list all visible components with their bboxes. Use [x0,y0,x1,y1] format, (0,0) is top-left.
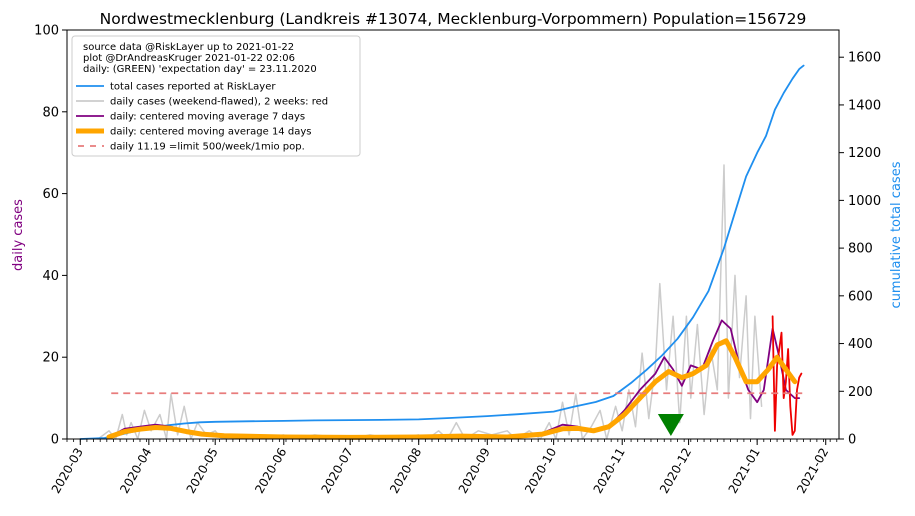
series-line [106,338,798,440]
y-axis-left: 0 20 40 60 80 100 [34,24,67,448]
y-right-tick-label: 400 [848,337,873,352]
y-right-tick-label: 1400 [848,98,881,113]
y-axis-right-label: cumulative total cases [889,161,904,308]
series-line [771,315,803,436]
legend-label: daily 11.19 =limit 500/week/1mio pop. [110,142,305,153]
y-right-tick-label: 0 [848,433,856,448]
y-left-tick-label: 80 [42,105,59,120]
legend-label: total cases reported at RiskLayer [110,82,276,93]
y-left-tick-label: 20 [42,351,59,366]
series-line [79,64,805,440]
expectation-day-marker [657,414,684,436]
legend-label: daily: centered moving average 7 days [110,112,305,123]
y-left-tick-label: 100 [34,24,59,39]
expectation-marker [657,414,684,436]
plot-series [79,64,805,440]
legend-info-line: daily: (GREEN) 'expectation day' = 23.11… [83,64,317,75]
legend-info-line: source data @RiskLayer up to 2021-01-22 [83,42,294,53]
y-right-tick-label: 1600 [848,51,881,66]
y-left-tick-label: 40 [42,269,59,284]
y-right-tick-label: 800 [848,242,873,257]
chart-title: Nordwestmecklenburg (Landkreis #13074, M… [100,10,807,28]
y-right-tick-label: 1000 [848,194,881,209]
y-left-tick-label: 0 [51,433,59,448]
y-axis-right: 0 200 400 600 800 1000 1200 1400 1600 [839,51,881,448]
legend: source data @RiskLayer up to 2021-01-22 … [71,35,361,157]
y-right-tick-label: 200 [848,385,873,400]
y-axis-left-label: daily cases [11,199,26,271]
legend-box [71,35,361,157]
legend-label: daily: centered moving average 14 days [110,127,311,138]
legend-label: daily cases (weekend-flawed), 2 weeks: r… [110,97,328,108]
y-right-tick-label: 1200 [848,146,881,161]
y-right-tick-label: 600 [848,289,873,304]
legend-info-line: plot @DrAndreasKruger 2021-01-22 02:06 [83,53,295,64]
plot-frame [66,29,840,440]
legend-entries: total cases reported at RiskLayer daily c… [76,82,328,153]
y-left-tick-label: 60 [42,187,59,202]
